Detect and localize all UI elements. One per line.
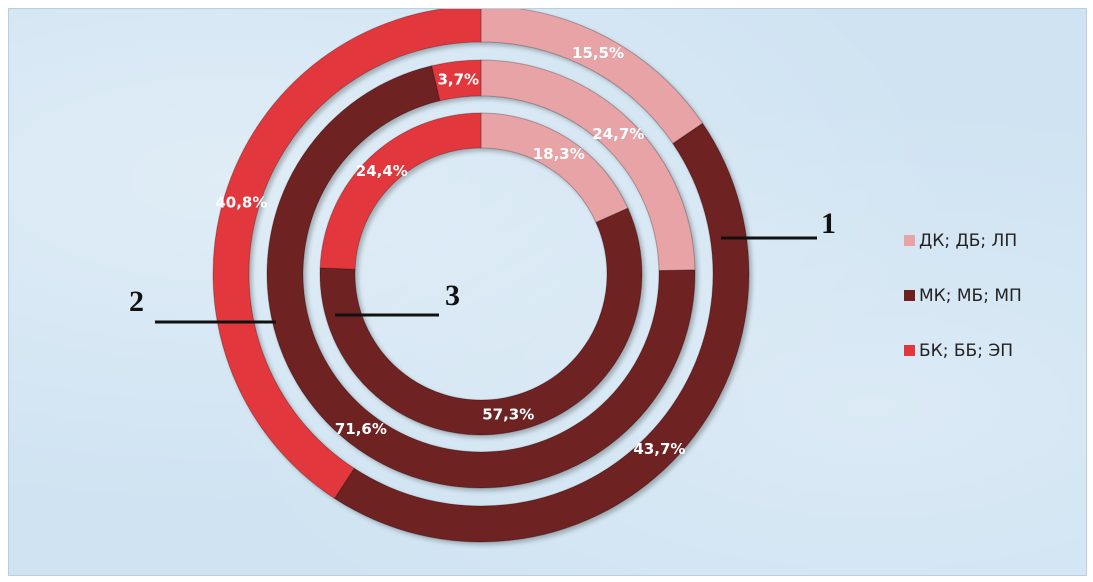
ring-2-label-0: 24,7% [592, 125, 644, 143]
legend-label-2: БК; ББ; ЭП [919, 341, 1013, 361]
legend-swatch-0 [904, 235, 915, 246]
ring-1-segment-2 [212, 9, 482, 500]
ring-2-segment-1 [266, 65, 696, 489]
legend-label-0: ДК; ДБ; ЛП [919, 231, 1017, 251]
ring-3-segment-2 [319, 112, 482, 270]
ring-1-label-2: 40,8% [215, 194, 267, 212]
legend-swatch-1 [904, 290, 915, 301]
chart-frame: 15,5% 43,7% 40,8% 24,7% 71,6% 3,7% 18,3% 57,3% 2… [8, 8, 1087, 576]
ring-2-segment-2 [431, 59, 482, 102]
legend-label-1: МК; МБ; МП [919, 286, 1022, 306]
ring-3-label-0: 18,3% [533, 145, 585, 163]
ring-2-label-1: 71,6% [335, 420, 387, 438]
ring-1-label-0: 15,5% [572, 44, 624, 62]
donut-chart: 15,5% 43,7% 40,8% 24,7% 71,6% 3,7% 18,3% 57,3% 2… [129, 9, 1022, 543]
ring-2-label-2: 3,7% [437, 70, 479, 88]
callout-number-1: 1 [821, 207, 836, 240]
ring-3-segment-1 [319, 207, 643, 436]
ring-3-label-2: 24,4% [356, 162, 408, 180]
legend-swatch-2 [904, 345, 915, 356]
callout-number-2: 2 [129, 285, 144, 318]
ring-3-label-1: 57,3% [482, 405, 534, 423]
callout-number-3: 3 [445, 279, 460, 312]
ring-1-label-1: 43,7% [633, 440, 685, 458]
legend: ДК; ДБ; ЛП МК; МБ; МП БК; ББ; ЭП [904, 231, 1022, 361]
